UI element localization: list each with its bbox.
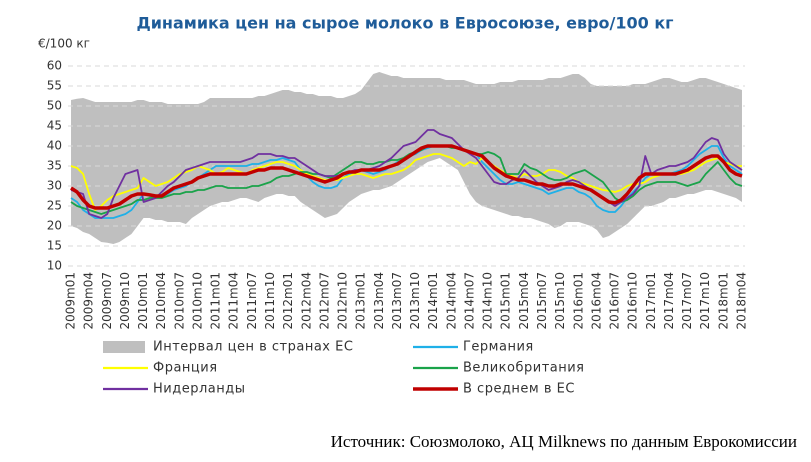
x-tick-label: 2017m10: [698, 272, 712, 330]
x-tick-label: 2012m10: [336, 272, 350, 330]
x-tick-label: 2011m10: [263, 272, 277, 330]
plot-area: [68, 65, 745, 267]
x-tick-label: 2015m10: [553, 272, 567, 330]
x-tick-label: 2015m01: [499, 272, 513, 330]
y-tick-label: 55: [47, 79, 62, 93]
legend-label: Интервал цен в странах ЕС: [153, 340, 353, 355]
y-tick-label: 10: [47, 259, 62, 273]
series-line: [70, 144, 743, 210]
x-tick-label: 2017m07: [680, 272, 694, 330]
x-tick-label: 2010m01: [136, 272, 150, 330]
x-tick-label: 2011m01: [209, 272, 223, 330]
source: Источник: Союзмолоко, АЦ Milknews по дан…: [331, 432, 797, 451]
x-tick-label: 2012m07: [317, 272, 331, 330]
y-tick-label: 20: [47, 219, 62, 233]
y-tick-label: 50: [47, 99, 62, 113]
x-tick-label: 2009m01: [64, 272, 78, 330]
legend-swatch: [103, 341, 145, 353]
x-tick-label: 2015m07: [535, 272, 549, 330]
legend-label: Великобритания: [463, 361, 585, 376]
y-tick-label: 25: [47, 199, 62, 213]
x-tick-label: 2015m04: [517, 272, 531, 330]
x-tick-label: 2012m04: [299, 272, 313, 330]
x-tick-label: 2013m01: [354, 272, 368, 330]
x-tick-label: 2014m04: [444, 272, 458, 330]
chart-title: Динамика цен на сырое молоко в Евросоюзе…: [136, 14, 673, 33]
x-tick-label: 2014m01: [426, 272, 440, 330]
x-tick-label: 2011m04: [227, 272, 241, 330]
y-axis-label: €/100 кг: [38, 37, 90, 51]
x-tick-label: 2013m04: [372, 272, 386, 330]
x-tick-label: 2014m07: [462, 272, 476, 330]
series-line: [70, 129, 743, 219]
y-tick-label: 45: [47, 119, 62, 133]
x-tick-label: 2010m04: [154, 272, 168, 330]
x-tick-label: 2016m04: [589, 272, 603, 330]
x-tick-label: 2010m10: [190, 272, 204, 330]
x-tick-label: 2012m01: [281, 272, 295, 330]
x-tick-label: 2018m04: [734, 272, 748, 330]
y-tick-label: 15: [47, 239, 62, 253]
y-tick-label: 35: [47, 159, 62, 173]
y-tick-label: 40: [47, 139, 62, 153]
x-tick-label: 2009m10: [118, 272, 132, 330]
y-tick-label: 60: [47, 59, 62, 73]
x-tick-label: 2016m07: [608, 272, 622, 330]
legend-label: Франция: [153, 361, 218, 376]
x-tick-label: 2016m10: [626, 272, 640, 330]
x-tick-label: 2009m04: [82, 272, 96, 330]
x-tick-label: 2018m01: [716, 272, 730, 330]
x-tick-label: 2013m07: [390, 272, 404, 330]
y-tick-label: 30: [47, 179, 62, 193]
legend-label: Нидерланды: [153, 382, 246, 397]
x-tick-label: 2011m07: [245, 272, 259, 330]
x-tick-label: 2009m07: [100, 272, 114, 330]
x-tick-label: 2013m10: [408, 272, 422, 330]
x-tick-label: 2017m01: [644, 272, 658, 330]
x-tick-label: 2016m01: [571, 272, 585, 330]
x-tick-label: 2010m07: [172, 272, 186, 330]
legend-label: Германия: [463, 340, 534, 355]
x-tick-label: 2017m04: [662, 272, 676, 330]
x-tick-label: 2014m10: [481, 272, 495, 330]
legend-label: В среднем в ЕС: [463, 382, 575, 397]
